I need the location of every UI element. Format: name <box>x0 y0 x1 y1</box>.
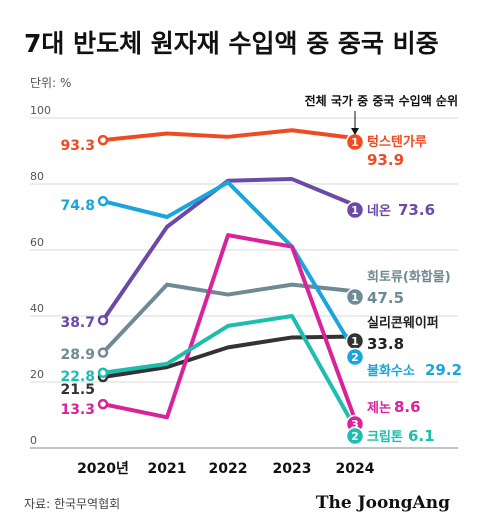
series-line-2 <box>101 282 357 355</box>
chart-title: 7대 반도체 원자재 수입액 중 중국 비중 <box>24 29 439 58</box>
series-name-label: 크립톤 <box>367 430 403 445</box>
end-value-label: 6.1 <box>408 427 435 445</box>
rank-badge-4 <box>345 347 365 367</box>
series-name-label: 제논 <box>367 401 391 416</box>
series-line-4 <box>101 180 357 354</box>
y-tick-label: 100 <box>30 104 51 117</box>
x-tick-label: 2021 <box>148 461 187 477</box>
series-line-0 <box>101 128 357 143</box>
x-tick-label: 2022 <box>209 461 248 477</box>
start-point-6 <box>97 367 109 379</box>
rank-badge-6 <box>345 426 365 446</box>
series-line-5 <box>101 233 357 422</box>
rank-number: 1 <box>351 335 359 348</box>
rank-number: 1 <box>351 136 359 149</box>
end-value-label: 47.5 <box>367 289 404 307</box>
start-point-1 <box>97 315 109 326</box>
rank-note: 전체 국가 중 중국 수입액 순위 <box>305 93 458 108</box>
x-tick-label: 2020년 <box>77 461 129 477</box>
rank-badge-1 <box>345 200 365 220</box>
series-name-label: 희토류(화합물) <box>367 269 451 285</box>
start-value-label: 74.8 <box>60 198 95 214</box>
end-value-label: 73.6 <box>398 201 435 219</box>
series-line-6 <box>101 314 357 430</box>
end-value-label: 8.6 <box>394 398 421 416</box>
rank-note-arrow-head <box>351 128 359 135</box>
y-axis-ticks: 0 20 40 60 80 100 <box>30 104 51 447</box>
start-point-0 <box>97 134 109 146</box>
rank-number: 2 <box>351 351 359 364</box>
y-tick-label: 80 <box>30 170 44 183</box>
x-tick-label: 2023 <box>273 461 312 477</box>
y-tick-label: 0 <box>30 434 37 447</box>
end-value-label: 33.8 <box>367 335 404 353</box>
unit-label: 단위: % <box>30 76 71 90</box>
rank-number: 1 <box>351 291 359 304</box>
end-value-label: 29.2 <box>425 361 462 379</box>
source-note: 자료: 한국무역협회 <box>24 497 120 511</box>
start-value-label: 22.8 <box>60 369 95 385</box>
end-value-label: 93.9 <box>367 151 404 169</box>
series-name-label: 텅스텐가루 <box>367 134 427 150</box>
y-tick-label: 60 <box>30 236 44 249</box>
x-tick-label: 2024 <box>336 461 375 477</box>
start-value-label: 21.5 <box>60 382 95 398</box>
y-tick-label: 20 <box>30 368 44 381</box>
start-point-4 <box>97 195 109 207</box>
rank-number: 2 <box>351 430 359 443</box>
rank-badge-2 <box>345 287 365 307</box>
start-value-label: 38.7 <box>60 315 95 331</box>
series-name-label: 네온 <box>367 203 391 219</box>
y-tick-label: 40 <box>30 302 44 315</box>
x-axis-ticks: 2020년 2021 2022 2023 2024 <box>77 461 375 477</box>
start-value-label: 93.3 <box>60 138 95 154</box>
start-value-label: 13.3 <box>60 402 95 418</box>
series-line-3 <box>101 334 357 380</box>
rank-number: 3 <box>351 418 359 431</box>
start-point-5 <box>97 398 109 410</box>
start-point-2 <box>97 347 109 358</box>
brand-logo: The JoongAng <box>316 493 450 513</box>
series-name-label: 실리콘웨이퍼 <box>367 315 439 331</box>
series-lines <box>101 128 357 430</box>
rank-number: 1 <box>351 204 359 217</box>
series-name-label: 불화수소 <box>367 363 415 379</box>
series-markers <box>97 132 365 446</box>
start-value-label: 28.9 <box>60 347 95 363</box>
